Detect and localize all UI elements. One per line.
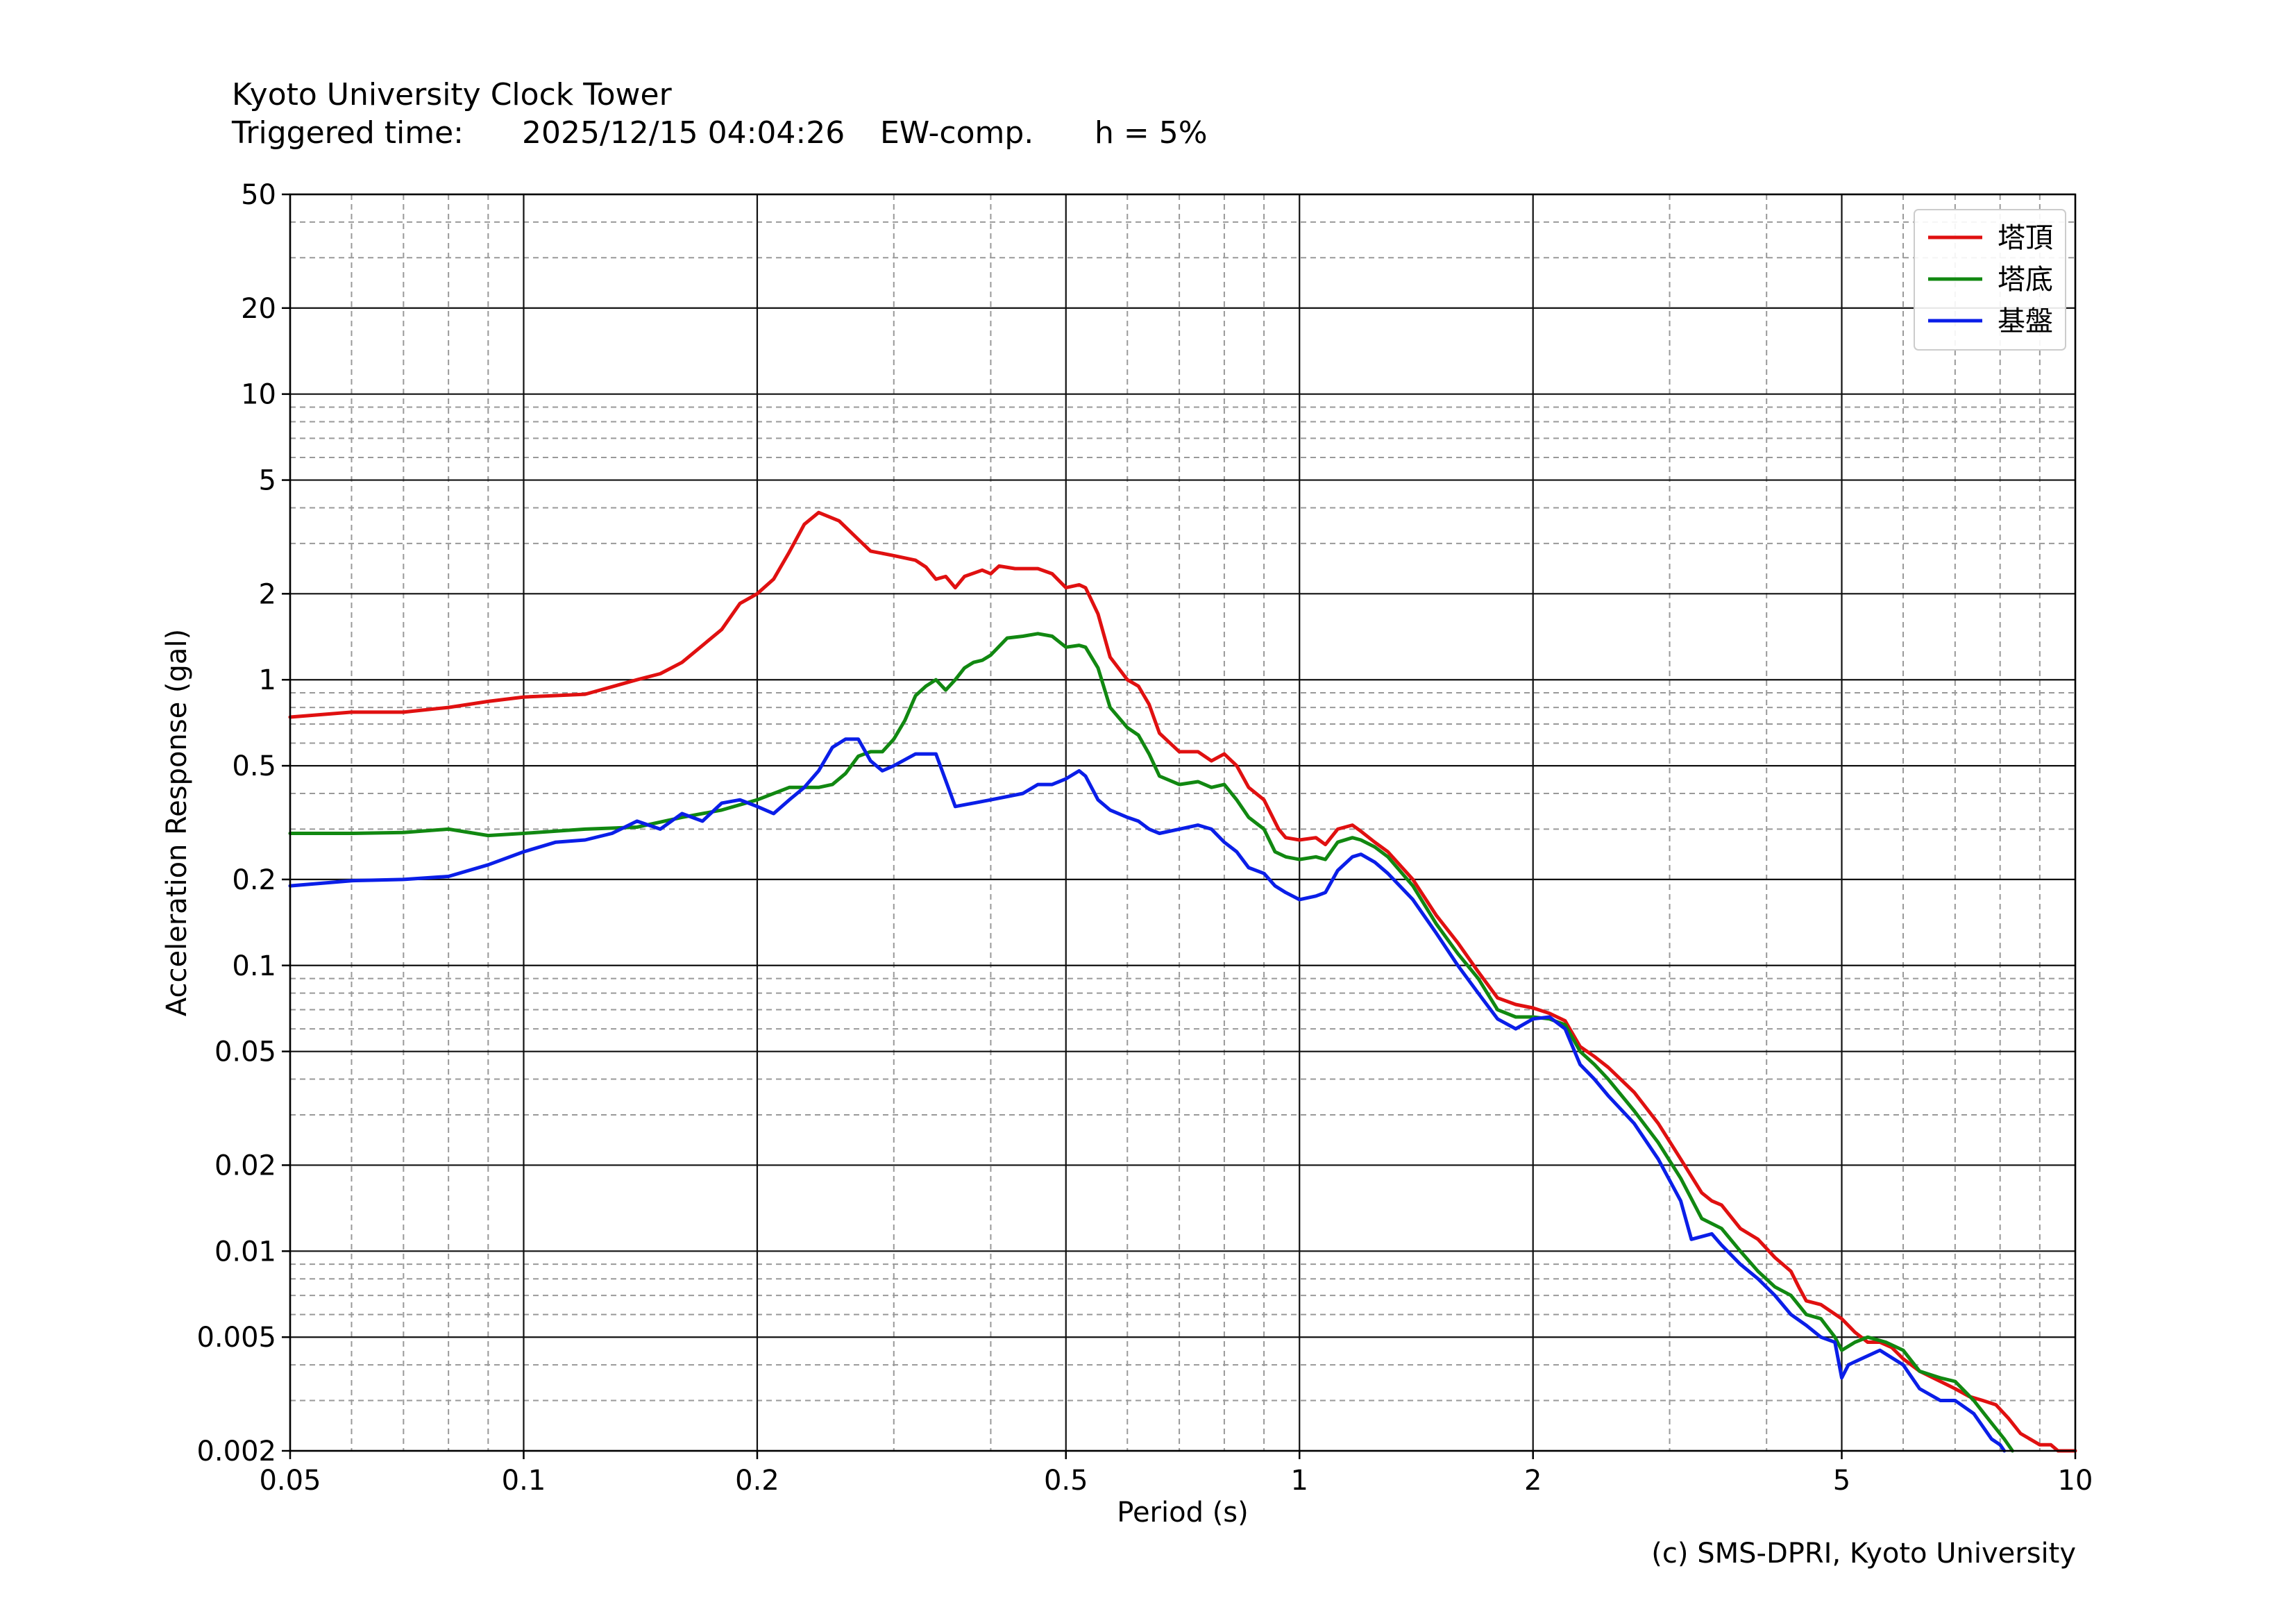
y-tick-label: 0.02 xyxy=(214,1150,276,1181)
trigger-label: Triggered time: xyxy=(232,115,464,151)
series-lines xyxy=(288,510,2077,1453)
y-tick-label: 0.2 xyxy=(232,864,276,896)
component-label: EW-comp. xyxy=(880,115,1034,151)
y-tick-label: 0.01 xyxy=(214,1236,276,1268)
y-tick-label: 0.05 xyxy=(214,1036,276,1068)
x-tick-label: 1 xyxy=(1291,1465,1308,1497)
y-tick-label: 1 xyxy=(259,664,276,696)
legend-box xyxy=(1914,209,2066,351)
y-tick-label: 2 xyxy=(259,578,276,610)
x-axis-label: Period (s) xyxy=(1117,1497,1249,1529)
legend-label: 基盤 xyxy=(1998,305,2053,337)
y-axis-ticks: 0.002 0.005 0.01 0.02 0.05 0.1 0.2 0.5 1 2 5 10 20 50 xyxy=(196,179,290,1468)
x-tick-label: 0.05 xyxy=(259,1465,321,1497)
credit-text: (c) SMS-DPRI, Kyoto University xyxy=(1651,1538,2076,1570)
y-axis-label: Acceleration Response (gal) xyxy=(161,629,193,1016)
x-tick-label: 2 xyxy=(1524,1465,1542,1497)
x-axis-ticks: 0.05 0.1 0.2 0.5 1 2 5 10 xyxy=(259,1451,2093,1497)
series-line-1 xyxy=(288,510,2077,1453)
series-line-3 xyxy=(288,737,2007,1453)
x-tick-label: 0.5 xyxy=(1044,1465,1088,1497)
legend-label: 塔底 xyxy=(1998,264,2053,296)
series-line-2 xyxy=(288,632,2014,1453)
plot-frame xyxy=(289,193,2077,1452)
legend-label: 塔頂 xyxy=(1998,222,2053,254)
major-gridlines xyxy=(289,193,2077,1452)
x-tick-label: 0.1 xyxy=(502,1465,546,1497)
damping-label: h = 5% xyxy=(1095,115,1208,151)
y-tick-label: 5 xyxy=(259,465,276,497)
chart-title: Kyoto University Clock Tower xyxy=(232,77,672,112)
y-tick-label: 20 xyxy=(241,293,276,325)
y-tick-label: 10 xyxy=(241,379,276,411)
y-tick-label: 0.005 xyxy=(196,1322,276,1354)
minor-gridlines xyxy=(290,194,2075,1451)
y-tick-label: 0.5 xyxy=(232,750,276,782)
trigger-time: 2025/12/15 04:04:26 xyxy=(522,115,845,151)
y-tick-label: 50 xyxy=(241,179,276,211)
x-tick-label: 5 xyxy=(1833,1465,1850,1497)
x-tick-label: 10 xyxy=(2058,1465,2093,1497)
x-tick-label: 0.2 xyxy=(735,1465,779,1497)
y-tick-label: 0.1 xyxy=(232,950,276,982)
y-tick-label: 0.002 xyxy=(196,1436,276,1468)
